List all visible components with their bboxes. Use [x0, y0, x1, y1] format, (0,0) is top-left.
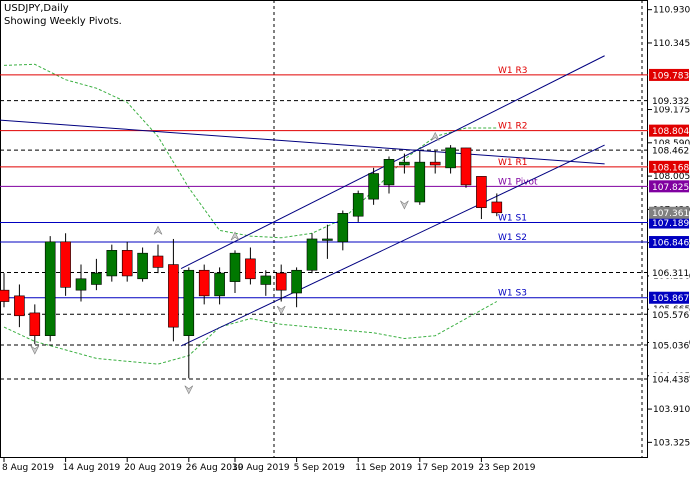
price-level-label-bg: [649, 266, 689, 279]
pivot-label: W1 S2: [498, 233, 527, 243]
candle-body: [229, 252, 241, 282]
candle-body: [75, 278, 87, 291]
candle-body: [106, 250, 118, 277]
candle-body: [275, 272, 287, 291]
candle-body: [429, 161, 441, 166]
pivot-value-label-bg: [649, 160, 689, 173]
candle-body: [0, 289, 10, 302]
pivot-value-label-bg: [649, 124, 689, 137]
candle-body: [14, 295, 25, 317]
candle-body: [152, 255, 164, 268]
candle-body: [198, 269, 210, 297]
envelope-lower: [3, 301, 498, 365]
price-level-label-bg: [649, 339, 689, 352]
candle-body: [414, 161, 426, 203]
candle-body: [44, 241, 56, 336]
candle-body: [137, 252, 148, 280]
candle-body: [29, 312, 41, 336]
x-tick-label: 8 Aug 2019: [2, 463, 54, 473]
price-level-label: 105.036: [652, 342, 689, 352]
candle-body: [91, 272, 102, 285]
candle-body: [491, 201, 503, 214]
y-tick-label: 103.325: [653, 438, 690, 448]
x-tick-label: 20 Aug 2019: [124, 463, 182, 473]
pivot-value-label-bg: [649, 236, 689, 249]
price-level-label-bg: [649, 144, 689, 157]
y-tick-label: 108.005: [653, 172, 690, 182]
pivot-value-label: 107.825: [652, 183, 689, 193]
chart-symbol-title: USDJPY,Daily: [4, 3, 69, 14]
candle-body: [306, 238, 318, 271]
pivot-value-label-bg: [649, 180, 689, 193]
price-level-label: 106.311: [652, 269, 689, 279]
fractal-marker: [184, 385, 194, 395]
pivot-value-label: 109.783: [652, 71, 689, 81]
pivot-label: W1 S1: [498, 214, 527, 224]
pivot-value-label-bg: [649, 68, 689, 81]
y-tick-label: 110.345: [653, 39, 690, 49]
candle-body: [383, 159, 395, 186]
candle-body: [245, 258, 256, 280]
price-level-label: 108.462: [652, 147, 689, 157]
candle-body: [368, 173, 379, 200]
pivot-value-label: 106.846: [652, 239, 689, 249]
x-tick-label: 5 Sep 2019: [294, 463, 346, 473]
pivot-value-label-bg: [649, 216, 689, 229]
pivot-label: W1 S3: [498, 289, 527, 299]
candle-body: [291, 269, 302, 294]
pivot-value-label: 105.867: [652, 294, 689, 304]
pivot-value-label: 108.804: [652, 127, 689, 137]
fractal-marker: [230, 231, 240, 241]
candle-body: [183, 269, 195, 336]
price-level-label-bg: [649, 308, 689, 321]
candle-body: [260, 275, 272, 285]
x-tick-label: 11 Sep 2019: [355, 463, 412, 473]
x-tick-label: 17 Sep 2019: [417, 463, 474, 473]
candle-body: [121, 250, 133, 277]
fractal-marker: [276, 305, 286, 315]
x-tick-label: 14 Aug 2019: [63, 463, 121, 473]
candle-body: [322, 238, 333, 241]
candle-body: [460, 147, 472, 186]
pivot-label: W1 R2: [498, 122, 527, 132]
pivot-value-label: 107.189: [652, 219, 689, 229]
pivot-label: W1 R3: [498, 66, 527, 76]
candle-body: [214, 272, 225, 297]
price-level-label-bg: [649, 373, 689, 386]
y-tick-label: 108.590: [653, 139, 690, 149]
x-tick-label: 26 Aug 2019: [186, 463, 244, 473]
candle-body: [60, 241, 71, 288]
candle-body: [399, 161, 410, 166]
candle-body: [476, 176, 487, 208]
trendline: [0, 119, 605, 165]
current-price-label: 107.361: [652, 209, 689, 219]
candle-body: [445, 147, 456, 169]
y-tick-label: 103.910: [653, 405, 690, 415]
price-level-label: 105.576: [652, 311, 689, 321]
y-tick-label: 109.175: [653, 106, 690, 116]
pivot-value-label-bg: [649, 291, 689, 304]
fractal-marker: [30, 345, 40, 355]
price-level-label: 109.332: [652, 97, 689, 107]
x-tick-label: 23 Sep 2019: [478, 463, 535, 473]
fractal-marker: [400, 200, 409, 210]
chart-subtitle: Showing Weekly Pivots.: [4, 16, 122, 27]
current-price-label-bg: [649, 206, 689, 219]
price-level-label-bg: [649, 94, 689, 107]
pivot-label: W1 R1: [498, 158, 527, 168]
pivot-label: W1 Pivot: [498, 177, 538, 187]
candle-body: [352, 193, 364, 217]
candle-body: [337, 213, 349, 243]
plot-frame: [0, 0, 648, 458]
fractal-marker: [430, 131, 440, 141]
fractal-marker: [153, 225, 163, 235]
trendline: [180, 144, 605, 347]
x-tick-label: 30 Aug 2019: [232, 463, 290, 473]
candle-body: [168, 264, 179, 328]
y-tick-label: 110.930: [653, 6, 690, 16]
price-level-label: 104.438: [652, 376, 689, 386]
pivot-value-label: 108.168: [652, 163, 689, 173]
